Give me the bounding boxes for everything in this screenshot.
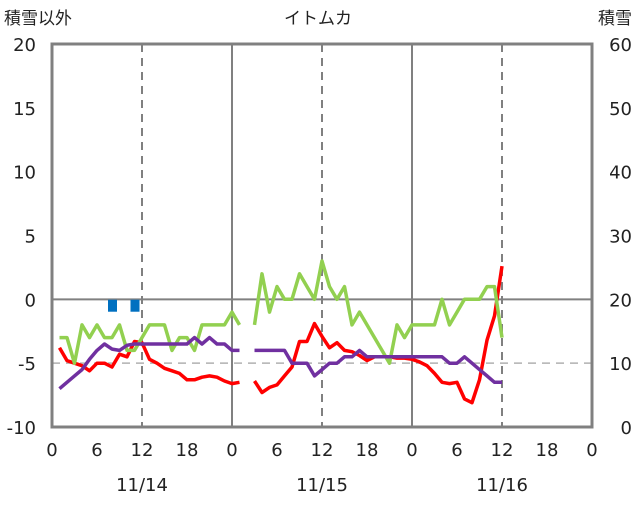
x-tick: 6	[91, 440, 102, 461]
y-tick-left: 5	[25, 227, 36, 248]
left-axis-title: 積雪以外	[4, 9, 72, 29]
blue-marker	[130, 299, 140, 312]
y-tick-left: 20	[13, 35, 36, 56]
x-date-label: 11/15	[296, 475, 348, 496]
x-date-label: 11/14	[116, 475, 168, 496]
x-date-label: 11/16	[476, 475, 528, 496]
x-tick: 6	[451, 440, 462, 461]
y-tick-left: 10	[13, 163, 36, 184]
y-tick-left: 15	[13, 99, 36, 120]
grid	[52, 44, 592, 427]
blue-marker	[108, 299, 117, 312]
x-tick: 18	[356, 440, 379, 461]
red-series-line	[57, 339, 240, 386]
x-tick: 12	[491, 440, 514, 461]
x-tick: 18	[536, 440, 559, 461]
y-tick-right: 20	[609, 290, 632, 311]
green-series-line	[252, 259, 504, 365]
x-tick: 6	[271, 440, 282, 461]
x-tick: 0	[226, 440, 237, 461]
x-tick: 18	[176, 440, 199, 461]
plot-frame	[50, 42, 594, 429]
y-tick-left: 0	[25, 290, 36, 311]
right-axis-title: 積雪	[598, 9, 632, 29]
x-tick: 0	[586, 440, 597, 461]
y-tick-left: -5	[18, 354, 36, 375]
series-layer	[57, 259, 504, 405]
x-tick: 12	[311, 440, 334, 461]
y-tick-right: 10	[609, 354, 632, 375]
purple-series-line	[254, 348, 502, 385]
x-tick: 0	[406, 440, 417, 461]
x-tick: 12	[131, 440, 154, 461]
y-tick-right: 50	[609, 99, 632, 120]
purple-series-line	[58, 335, 240, 391]
y-tick-right: 60	[609, 35, 632, 56]
green-series-line	[59, 310, 242, 365]
red-series-line	[253, 265, 504, 405]
y-tick-right: 0	[621, 418, 632, 439]
chart-title: イトムカ	[284, 9, 352, 29]
y-tick-right: 30	[609, 227, 632, 248]
x-tick: 0	[46, 440, 57, 461]
y-tick-right: 40	[609, 163, 632, 184]
y-tick-left: -10	[7, 418, 36, 439]
